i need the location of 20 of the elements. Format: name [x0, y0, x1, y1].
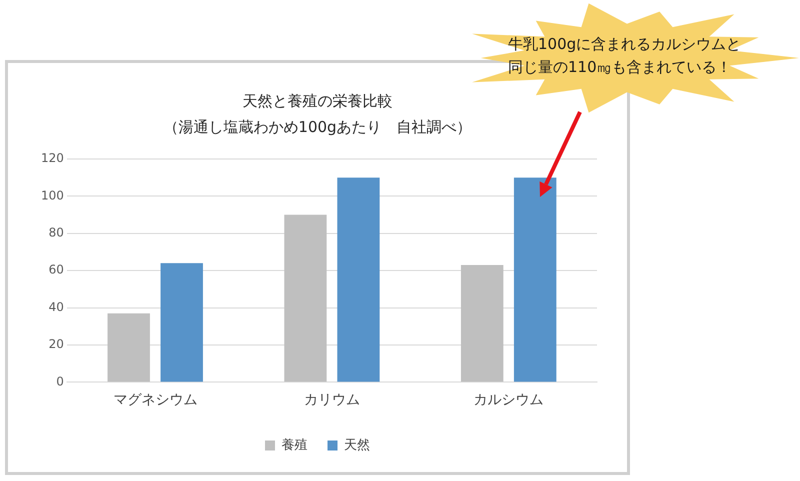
bar: [514, 178, 556, 382]
chart-subtitle: （湯通し塩蔵わかめ100gあたり 自社調べ）: [163, 118, 472, 136]
y-tick-label: 0: [56, 374, 64, 388]
bar: [337, 178, 380, 382]
bar: [160, 263, 203, 382]
legend-label: 養殖: [282, 438, 308, 453]
chart-title: 天然と養殖の栄養比較: [242, 92, 392, 110]
bar: [284, 214, 327, 382]
y-tick-label: 120: [41, 151, 64, 166]
legend-label: 天然: [344, 438, 370, 453]
y-tick-label: 60: [48, 262, 64, 277]
bar: [108, 313, 150, 382]
x-tick-label: カリウム: [304, 392, 360, 408]
y-tick-label: 40: [48, 300, 64, 314]
y-tick-label: 100: [41, 188, 64, 202]
y-tick-label: 80: [48, 226, 64, 240]
bar: [460, 265, 504, 382]
y-tick-label: 20: [48, 337, 64, 352]
x-tick-label: マグネシウム: [113, 392, 198, 408]
x-tick-label: カルシウム: [474, 392, 544, 408]
